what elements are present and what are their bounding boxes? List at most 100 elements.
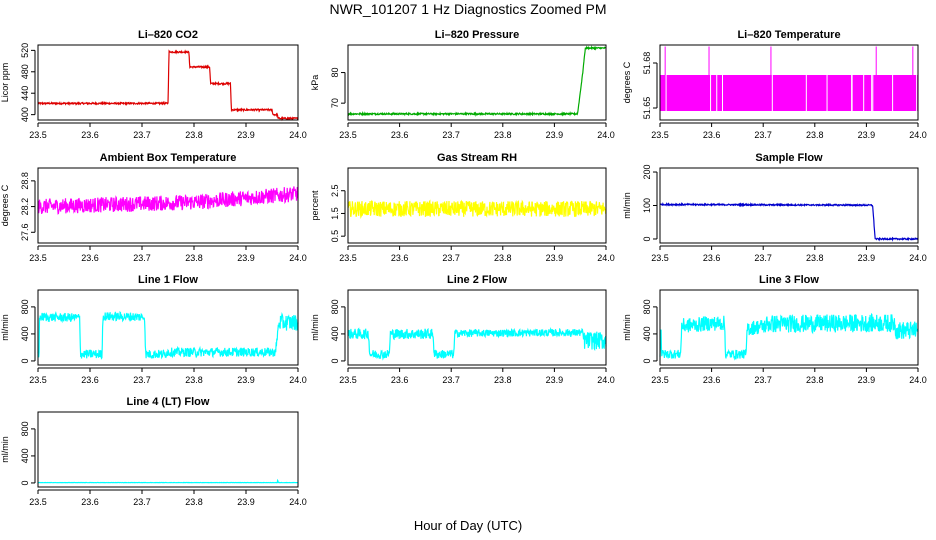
y-tick-label: 80 [330,68,340,78]
x-tick-label: 23.6 [391,253,409,263]
x-tick-label: 24.0 [289,130,307,140]
panel-title: Li–820 Pressure [435,29,519,41]
x-tick-label: 23.6 [391,375,409,385]
x-tick-label: 23.9 [858,253,876,263]
plot-frame [659,167,919,244]
panel-title: Line 1 Flow [138,274,198,286]
x-tick-label: 23.7 [442,375,460,385]
x-tick-label: 23.9 [546,130,564,140]
x-tick-label: 23.8 [806,375,824,385]
plot-frame [37,289,299,366]
x-tick-label: 23.9 [237,375,255,385]
x-tick-label: 23.7 [442,253,460,263]
y-axis: 70 80 [330,68,346,108]
panel-title: Sample Flow [755,152,823,164]
y-axis: 51.65 51.68 [642,52,658,120]
x-tick-label: 23.7 [754,253,772,263]
y-tick-label: 480 [20,64,30,79]
x-tick-label: 24.0 [909,253,927,263]
x-tick-label: 23.5 [29,375,47,385]
y-axis-label: ml/min [622,314,632,341]
y-tick-label: 0 [20,480,30,485]
y-tick-label: 200 [642,165,652,180]
y-tick-label: 28.8 [20,172,30,190]
x-tick-label: 23.6 [703,130,721,140]
x-tick-label: 23.9 [858,375,876,385]
x-tick-label: 23.6 [703,375,721,385]
y-tick-label: 0 [642,358,652,363]
y-axis-label: degrees C [622,61,632,103]
series-line [660,46,918,111]
x-tick-label: 23.6 [81,130,99,140]
x-tick-label: 24.0 [597,130,615,140]
series-line [37,310,299,360]
x-tick-label: 23.8 [494,253,512,263]
y-axis-label: percent [310,190,320,221]
panel-title: Gas Stream RH [437,152,517,164]
y-tick-label: 0 [642,236,652,241]
plot-frame [347,167,607,244]
x-tick-label: 23.6 [81,375,99,385]
series-line [37,478,298,484]
y-tick-label: 400 [20,448,30,463]
y-tick-label: 27.6 [20,224,30,242]
x-tick-label: 24.0 [909,375,927,385]
y-axis-label: kPa [310,75,320,91]
x-tick-label: 23.7 [133,253,151,263]
x-tick-label: 23.5 [651,375,669,385]
x-tick-label: 23.5 [339,130,357,140]
x-tick-label: 23.9 [546,253,564,263]
x-tick-label: 23.7 [133,497,151,507]
x-tick-label: 23.8 [185,253,203,263]
y-axis: 27.6 28.2 28.8 [20,172,36,242]
y-tick-label: 520 [20,43,30,58]
x-axis: 23.5 23.6 23.7 23.8 23.9 24.0 [29,245,307,263]
x-tick-label: 23.6 [81,497,99,507]
plot-frame [37,411,299,488]
panel-title: Ambient Box Temperature [100,152,237,164]
x-axis: 23.5 23.6 23.7 23.8 23.9 24.0 [29,489,307,507]
y-tick-label: 400 [642,326,652,341]
plot-frame [37,167,299,244]
x-tick-label: 23.9 [546,375,564,385]
x-tick-label: 23.5 [651,130,669,140]
x-tick-label: 23.7 [442,130,460,140]
x-axis-label: Hour of Day (UTC) [413,518,523,533]
y-tick-label: 51.65 [642,97,652,120]
y-axis: 0 400 800 [20,421,36,485]
series-line [659,201,919,242]
y-tick-label: 0 [330,358,340,363]
x-tick-label: 23.8 [494,130,512,140]
plot-frame [659,44,919,121]
x-axis: 23.5 23.6 23.7 23.8 23.9 24.0 [339,122,615,140]
x-tick-label: 23.9 [237,497,255,507]
x-axis: 23.5 23.6 23.7 23.8 23.9 24.0 [29,122,307,140]
x-tick-label: 23.5 [29,130,47,140]
plot-frame [347,44,607,121]
y-tick-label: 100 [642,198,652,213]
x-tick-label: 23.6 [81,253,99,263]
panel-title: Line 3 Flow [759,274,819,286]
x-tick-label: 23.8 [494,375,512,385]
x-axis: 23.5 23.6 23.7 23.8 23.9 24.0 [651,245,927,263]
y-axis: 0.5 1.5 2.5 [330,184,346,242]
x-tick-label: 24.0 [289,497,307,507]
x-axis: 23.5 23.6 23.7 23.8 23.9 24.0 [651,367,927,385]
y-tick-label: 400 [20,326,30,341]
series-line [37,186,299,215]
plot-frame [347,289,607,366]
x-tick-label: 23.6 [391,130,409,140]
x-tick-label: 23.5 [29,497,47,507]
x-tick-label: 23.9 [237,130,255,140]
x-tick-label: 23.5 [29,253,47,263]
x-tick-label: 23.7 [133,375,151,385]
y-tick-label: 800 [20,299,30,314]
y-axis-label: ml/min [622,192,632,219]
x-tick-label: 23.8 [806,130,824,140]
